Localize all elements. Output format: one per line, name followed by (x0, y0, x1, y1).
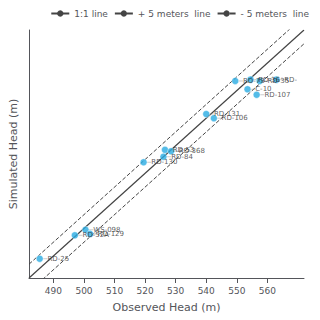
svg-text:RD-107: RD-107 (264, 91, 290, 99)
svg-text:Observed Head (m): Observed Head (m) (113, 301, 221, 314)
svg-text:540: 540 (198, 286, 215, 296)
svg-text:520: 520 (137, 286, 154, 296)
svg-text:RD-52A: RD-52A (82, 231, 110, 240)
svg-text:RD-73: RD-73 (243, 77, 265, 85)
svg-text:510: 510 (106, 286, 123, 296)
svg-text:RD-129: RD-129 (98, 230, 124, 238)
svg-text:RD-106: RD-106 (222, 114, 249, 122)
svg-text:530: 530 (167, 286, 184, 296)
svg-text:RD-368: RD-368 (178, 147, 205, 156)
svg-text:500: 500 (75, 286, 92, 296)
svg-text:560: 560 (259, 286, 276, 296)
svg-text:490: 490 (45, 286, 62, 296)
svg-text:RD-84: RD-84 (171, 153, 193, 161)
svg-text:- 5 meters line: - 5 meters line (241, 9, 310, 19)
svg-text:550: 550 (228, 286, 245, 296)
svg-text:+ 5 meters line: + 5 meters line (138, 9, 211, 19)
svg-text:RD-25: RD-25 (47, 255, 69, 263)
svg-text:RD-35: RD-35 (267, 77, 290, 85)
svg-text:C-10: C-10 (255, 85, 272, 94)
svg-text:1:1 line: 1:1 line (74, 9, 108, 19)
svg-text:Simulated Head (m): Simulated Head (m) (7, 99, 20, 210)
svg-text:RD-130: RD-130 (151, 158, 178, 167)
svg-text:RD-: RD- (284, 76, 297, 84)
